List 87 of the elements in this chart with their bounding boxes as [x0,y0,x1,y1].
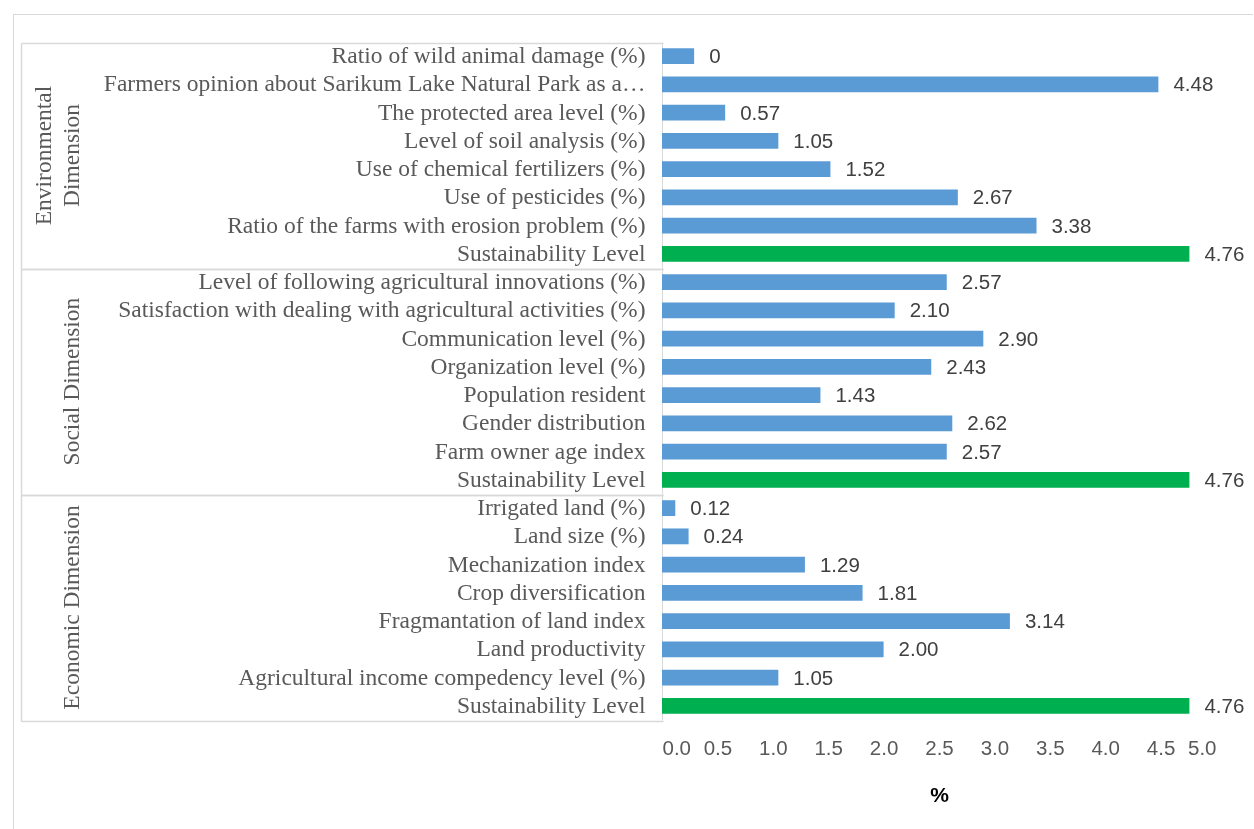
y-axis-title: Environmental Dimension [29,85,84,226]
bar [662,471,1190,488]
data-label: 4.76 [1204,693,1245,717]
y-tick-label: Use of chemical fertilizers (%) [355,155,646,182]
data-label: 4.76 [1204,467,1245,491]
data-label: 4.48 [1173,72,1214,96]
y-axis-title: Economic Dimension [57,505,84,710]
x-tick-label: 0.5 [703,735,733,759]
bar [662,161,831,178]
data-label: 1.29 [819,552,860,576]
y-tick-label: Level of soil analysis (%) [404,126,646,153]
y-tick-label: Satisfaction with dealing with agricultural activities (%) [118,296,646,323]
y-tick-label: Ratio of the farms with erosion problem (%) [227,211,646,238]
bar [662,443,947,460]
y-tick-label: Gender distribution [462,409,646,436]
bar [662,528,689,545]
x-tick-label: 0.0 [662,735,691,759]
data-label: 2.43 [946,354,987,378]
data-label: 2.67 [972,185,1013,209]
bar [662,584,863,601]
y-tick-label: Ratio of wild animal damage (%) [331,42,646,69]
bar [662,48,695,65]
y-tick-label: Farm owner age index [434,437,646,464]
bar [662,274,947,291]
bar [662,132,779,149]
y-tick-label: Mechanization index [447,550,646,577]
bar [662,189,958,206]
data-label: 1.05 [793,128,834,152]
y-tick-label: Crop diversification [456,578,646,605]
bar [662,613,1010,630]
x-axis-title: % [930,783,950,806]
y-tick-label: Communication level (%) [401,324,646,351]
data-label: 3.14 [1024,609,1065,633]
bar [662,330,984,347]
y-tick-label: Level of following agricultural innovations (%) [198,268,646,295]
y-tick-label: Land productivity [476,635,646,662]
y-tick-label: Use of pesticides (%) [443,183,646,210]
data-label: 4.76 [1204,241,1245,265]
y-tick-label: Land size (%) [513,522,646,549]
y-tick-label: The protected area level (%) [378,98,646,125]
y-tick-label: Sustainability Level [456,239,646,266]
data-label: 1.52 [845,157,886,181]
bar [662,697,1190,714]
y-tick-label: Sustainability Level [456,691,646,718]
y-tick-label: Organization level (%) [430,352,646,379]
data-label: 1.05 [793,665,834,689]
x-tick-label: 3.5 [1036,735,1065,759]
x-tick-label: 5.0 [1188,735,1217,759]
y-tick-label: Population resident [463,381,646,408]
x-tick-label: 1.5 [814,735,843,759]
bar [662,500,676,517]
bar [662,556,805,573]
bar [662,302,895,319]
y-tick-label: Farmers opinion about Sarikum Lake Natural Park as a… [103,70,646,97]
data-label: 0.57 [740,100,781,124]
data-label: 2.00 [898,637,939,661]
bar [662,104,726,121]
bar [662,387,821,404]
y-axis-title: Social Dimension [57,297,84,466]
x-tick-label: 4.5 [1146,735,1176,759]
bar [662,245,1190,262]
bar [662,217,1037,234]
data-label: 2.57 [961,439,1002,463]
data-label: 0.24 [703,524,744,548]
bar [662,76,1159,93]
y-tick-label: Agricultural income compedency level (%) [238,663,646,690]
data-label: 2.57 [961,270,1002,294]
data-label: 2.62 [967,411,1008,435]
data-label: 0 [709,44,721,68]
data-label: 2.10 [909,298,950,322]
y-tick-label: Fragmantation of land index [378,607,646,634]
x-tick-label: 2.0 [869,735,899,759]
x-tick-label: 3.0 [980,735,1010,759]
y-tick-label: Irrigated land (%) [477,494,646,521]
data-label: 1.43 [835,383,876,407]
x-tick-label: 1.0 [759,735,788,759]
y-tick-label: Sustainability Level [456,465,646,492]
data-label: 2.90 [998,326,1039,350]
data-label: 1.81 [877,580,918,604]
x-tick-label: 2.5 [925,735,954,759]
bar [662,669,779,686]
bar [662,415,953,432]
data-label: 3.38 [1051,213,1092,237]
x-tick-label: 4.0 [1091,735,1120,759]
data-label: 0.12 [690,496,731,520]
bar [662,641,884,658]
bar [662,358,932,375]
